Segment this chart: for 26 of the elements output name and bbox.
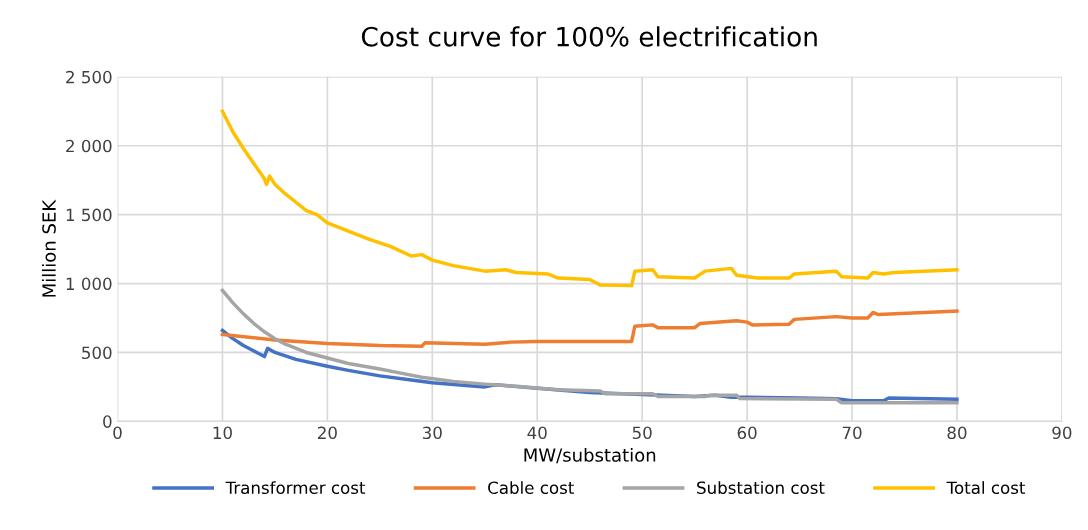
y-axis-title: Million SEK	[41, 199, 56, 297]
x-axis-title: MW/substation	[524, 447, 656, 464]
legend-label: Total cost	[946, 481, 1026, 495]
legend-label: Cable cost	[488, 481, 574, 495]
x-tick-label: 10	[213, 426, 232, 440]
y-tick-label: 1 000	[66, 277, 112, 291]
x-tick-label: 0	[113, 426, 122, 440]
line-series	[220, 288, 959, 405]
x-tick-label: 30	[422, 426, 442, 440]
x-tick-label: 60	[737, 426, 757, 440]
chart-title: Cost curve for 100% electrification	[361, 26, 817, 47]
line-series	[220, 309, 959, 348]
y-tick-label: 2 500	[66, 70, 112, 84]
line-series	[220, 109, 959, 288]
y-tick-label: 2 000	[66, 139, 112, 153]
y-tick-label: 500	[82, 346, 112, 360]
y-tick-label: 1 500	[66, 208, 112, 222]
x-tick-label: 90	[1052, 426, 1072, 440]
legend-label: Substation cost	[697, 481, 825, 495]
y-tick-label: 0	[103, 415, 112, 428]
legend-label: Transformer cost	[225, 481, 366, 495]
x-tick-label: 80	[947, 426, 967, 440]
x-tick-label: 20	[317, 426, 337, 440]
x-tick-label: 40	[527, 426, 547, 440]
x-tick-label: 70	[842, 426, 862, 440]
x-tick-label: 50	[632, 426, 652, 440]
